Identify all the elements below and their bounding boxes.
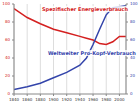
svg-text:100: 100 bbox=[130, 1, 132, 6]
svg-text:80: 80 bbox=[8, 19, 10, 24]
svg-text:1880: 1880 bbox=[35, 97, 46, 102]
svg-text:1960: 1960 bbox=[88, 97, 99, 102]
svg-text:80: 80 bbox=[130, 19, 132, 24]
svg-text:1860: 1860 bbox=[22, 97, 33, 102]
svg-text:1920: 1920 bbox=[62, 97, 73, 102]
svg-text:2000: 2000 bbox=[114, 97, 125, 102]
html-text:Spezifischer Energieverbrauch: Spezifischer Energieverbrauch bbox=[42, 6, 129, 12]
html-text:Weltweiter Pro-Kopf-Verbrauch: Weltweiter Pro-Kopf-Verbrauch bbox=[48, 50, 136, 56]
svg-text:40: 40 bbox=[130, 55, 132, 60]
svg-text:1940: 1940 bbox=[75, 97, 86, 102]
svg-text:1980: 1980 bbox=[101, 97, 112, 102]
svg-text:1840: 1840 bbox=[9, 97, 20, 102]
svg-text:40: 40 bbox=[8, 55, 10, 60]
svg-text:0: 0 bbox=[130, 91, 132, 96]
svg-text:20: 20 bbox=[130, 73, 132, 78]
svg-text:0: 0 bbox=[8, 91, 10, 96]
svg-text:60: 60 bbox=[130, 37, 132, 42]
svg-text:1900: 1900 bbox=[48, 97, 59, 102]
svg-text:100: 100 bbox=[8, 1, 10, 6]
svg-text:20: 20 bbox=[8, 73, 10, 78]
svg-text:60: 60 bbox=[8, 37, 10, 42]
